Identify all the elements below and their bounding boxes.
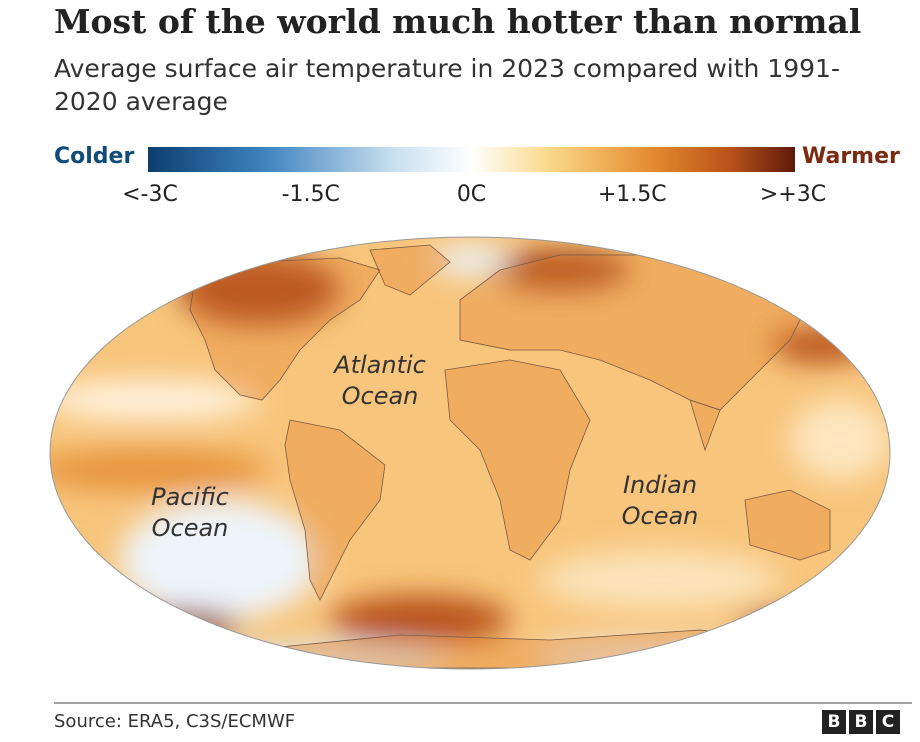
logo-letter: B <box>849 710 873 734</box>
ocean-label: Pacific Ocean <box>151 483 229 542</box>
source: Source: ERA5, C3S/ECMWF <box>54 711 296 732</box>
legend-colder: Colder <box>54 144 135 169</box>
title: Most of the world much hotter than norma… <box>54 2 862 41</box>
legend-tick-label: +1.5C <box>597 182 667 207</box>
legend-warmer: Warmer <box>802 144 900 169</box>
ocean-label: Indian Ocean <box>621 471 699 530</box>
legend-tick-label: 0C <box>456 182 487 207</box>
map-border <box>49 236 891 670</box>
logo-letter: C <box>876 710 900 734</box>
ocean-label: Atlantic Ocean <box>334 351 426 410</box>
legend-tick-label: <-3C <box>122 182 178 207</box>
map <box>50 237 890 669</box>
legend-tick-label: >+3C <box>759 182 827 207</box>
color-bar <box>148 147 795 172</box>
subtitle: Average surface air temperature in 2023 … <box>54 54 840 116</box>
legend-tick-label: -1.5C <box>281 182 340 207</box>
logo-letter: B <box>822 710 846 734</box>
